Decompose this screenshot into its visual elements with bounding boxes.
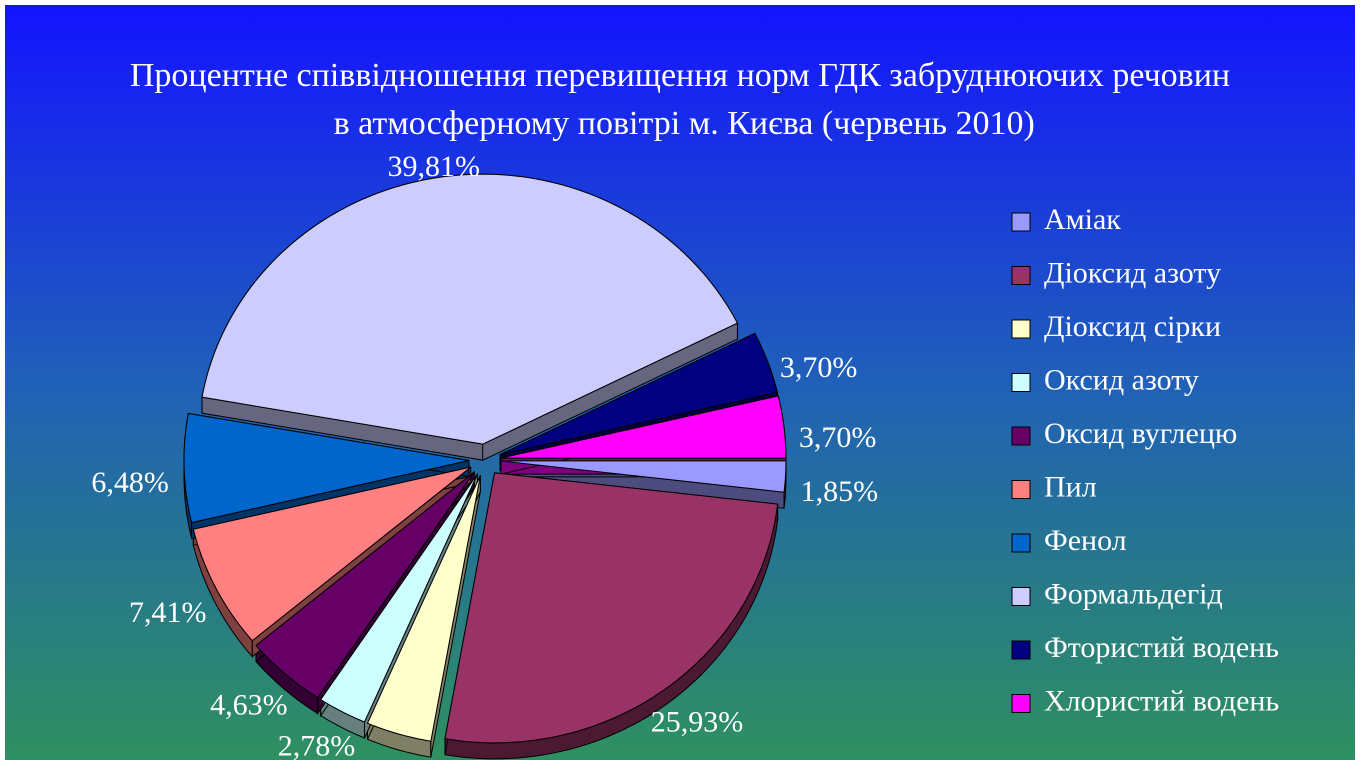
legend-label: Оксид вуглецю xyxy=(1044,417,1237,450)
data-label: 39,81% xyxy=(387,150,480,183)
legend-label: Фенол xyxy=(1044,524,1127,557)
slice xyxy=(320,473,478,723)
data-label: 7,41% xyxy=(129,596,207,629)
legend-label: Діоксид азоту xyxy=(1044,256,1221,289)
data-label: 4,63% xyxy=(210,688,288,721)
data-label: 6,48% xyxy=(91,466,169,499)
legend-swatch xyxy=(1011,640,1031,660)
slice xyxy=(183,412,470,524)
slice xyxy=(500,460,787,493)
legend-swatch xyxy=(1011,426,1031,446)
legend-label: Пил xyxy=(1044,470,1097,503)
slice xyxy=(444,472,779,744)
legend-swatch xyxy=(1011,480,1031,499)
slice xyxy=(192,466,472,642)
data-label: 1,85% xyxy=(801,475,879,508)
legend-label: Фтористий водень xyxy=(1044,631,1279,664)
legend-label: Оксид азоту xyxy=(1044,363,1199,396)
legend-label: Хлористий водень xyxy=(1044,684,1279,717)
legend-label: Діоксид сірки xyxy=(1044,310,1221,343)
legend-swatch xyxy=(1011,694,1031,713)
slice xyxy=(201,173,739,445)
data-label: 3,70% xyxy=(780,351,858,384)
data-label: 25,93% xyxy=(651,706,744,739)
legend-label: Формальдегід xyxy=(1044,577,1223,610)
legend-swatch xyxy=(1011,319,1031,339)
data-label: 2,78% xyxy=(278,730,356,763)
legend-swatch xyxy=(1011,266,1031,285)
slice xyxy=(499,332,778,456)
legend-swatch xyxy=(1011,212,1031,232)
legend-swatch xyxy=(1011,587,1031,606)
slice xyxy=(255,471,475,699)
slice xyxy=(500,395,787,459)
slice xyxy=(366,475,481,742)
legend-label: Аміак xyxy=(1044,203,1121,236)
legend-swatch xyxy=(1011,533,1031,553)
data-label: 3,70% xyxy=(799,421,877,454)
chart-title: Процентне співвідношення перевищення нор… xyxy=(130,57,1230,142)
legend-swatch xyxy=(1011,373,1031,392)
